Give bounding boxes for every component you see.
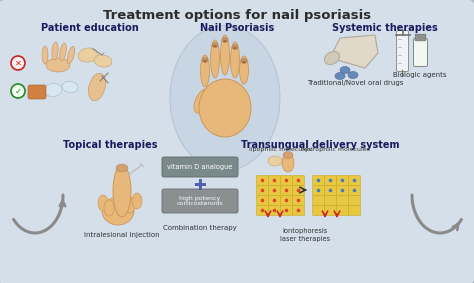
FancyBboxPatch shape: [162, 157, 238, 177]
Text: lipophilic molecules: lipophilic molecules: [249, 147, 311, 153]
Ellipse shape: [78, 48, 98, 62]
Circle shape: [285, 209, 288, 212]
Ellipse shape: [42, 46, 48, 64]
Text: Combination therapy: Combination therapy: [163, 225, 237, 231]
Ellipse shape: [268, 156, 282, 166]
FancyBboxPatch shape: [292, 186, 304, 195]
FancyBboxPatch shape: [337, 196, 348, 205]
Text: hydrophilic molecules: hydrophilic molecules: [301, 147, 369, 153]
FancyBboxPatch shape: [413, 38, 428, 67]
Circle shape: [273, 209, 276, 212]
Text: Biologic agents: Biologic agents: [393, 72, 447, 78]
Ellipse shape: [60, 43, 66, 61]
Ellipse shape: [223, 40, 227, 42]
Ellipse shape: [132, 193, 142, 209]
FancyBboxPatch shape: [292, 196, 304, 205]
FancyBboxPatch shape: [337, 186, 348, 195]
Text: Patient education: Patient education: [41, 23, 139, 33]
Circle shape: [261, 209, 264, 212]
Text: high potency
corticosteroids: high potency corticosteroids: [177, 196, 223, 206]
Ellipse shape: [194, 89, 210, 113]
Ellipse shape: [203, 60, 207, 62]
Circle shape: [297, 209, 301, 212]
Ellipse shape: [241, 59, 247, 63]
Circle shape: [341, 189, 344, 192]
FancyBboxPatch shape: [325, 196, 337, 205]
Polygon shape: [330, 35, 378, 68]
FancyBboxPatch shape: [312, 175, 324, 185]
FancyBboxPatch shape: [292, 206, 304, 215]
Ellipse shape: [125, 197, 135, 213]
FancyBboxPatch shape: [281, 206, 292, 215]
FancyBboxPatch shape: [312, 206, 324, 215]
Ellipse shape: [324, 52, 339, 65]
Ellipse shape: [89, 73, 106, 101]
FancyBboxPatch shape: [162, 189, 238, 213]
Ellipse shape: [210, 40, 219, 78]
FancyBboxPatch shape: [256, 175, 268, 185]
Text: intralesional injection: intralesional injection: [84, 232, 160, 238]
FancyBboxPatch shape: [325, 186, 337, 195]
FancyBboxPatch shape: [281, 186, 292, 195]
FancyBboxPatch shape: [312, 196, 324, 205]
Text: Treatment options for nail psoriasis: Treatment options for nail psoriasis: [103, 8, 371, 22]
Circle shape: [297, 199, 301, 202]
Circle shape: [261, 199, 264, 202]
Ellipse shape: [62, 82, 78, 93]
Ellipse shape: [113, 165, 131, 217]
Ellipse shape: [340, 67, 350, 74]
Circle shape: [273, 199, 276, 202]
FancyBboxPatch shape: [348, 186, 360, 195]
Circle shape: [273, 189, 276, 192]
Circle shape: [317, 179, 320, 182]
FancyBboxPatch shape: [269, 206, 281, 215]
Text: Topical therapies: Topical therapies: [63, 140, 157, 150]
FancyBboxPatch shape: [281, 175, 292, 185]
Circle shape: [297, 189, 301, 192]
Ellipse shape: [233, 47, 237, 49]
Text: Iontophoresis
laser therapies: Iontophoresis laser therapies: [280, 228, 330, 241]
Ellipse shape: [170, 25, 280, 170]
Circle shape: [317, 189, 320, 192]
Ellipse shape: [222, 38, 228, 42]
Circle shape: [353, 189, 356, 192]
Ellipse shape: [230, 42, 239, 78]
Ellipse shape: [242, 61, 246, 63]
Circle shape: [341, 179, 344, 182]
Circle shape: [261, 189, 264, 192]
FancyBboxPatch shape: [348, 175, 360, 185]
Circle shape: [11, 56, 25, 70]
FancyBboxPatch shape: [256, 196, 268, 205]
Ellipse shape: [282, 154, 294, 172]
FancyBboxPatch shape: [415, 34, 426, 41]
Circle shape: [261, 179, 264, 182]
Ellipse shape: [94, 55, 112, 67]
Ellipse shape: [220, 35, 229, 75]
Ellipse shape: [213, 45, 217, 47]
FancyBboxPatch shape: [348, 206, 360, 215]
Text: Traditional/Novel oral drugs: Traditional/Novel oral drugs: [307, 80, 403, 86]
Ellipse shape: [116, 164, 128, 172]
FancyBboxPatch shape: [312, 186, 324, 195]
FancyBboxPatch shape: [281, 196, 292, 205]
Circle shape: [353, 179, 356, 182]
FancyBboxPatch shape: [269, 186, 281, 195]
Ellipse shape: [283, 151, 293, 158]
Text: Systemic therapies: Systemic therapies: [332, 23, 438, 33]
Text: ✕: ✕: [15, 59, 21, 68]
FancyBboxPatch shape: [325, 175, 337, 185]
Ellipse shape: [67, 46, 75, 64]
Ellipse shape: [232, 44, 238, 50]
Ellipse shape: [98, 195, 108, 211]
Text: ✓: ✓: [15, 87, 21, 95]
FancyBboxPatch shape: [348, 196, 360, 205]
Ellipse shape: [202, 57, 208, 63]
Ellipse shape: [44, 83, 62, 97]
Circle shape: [11, 84, 25, 98]
Ellipse shape: [335, 72, 345, 80]
FancyBboxPatch shape: [256, 186, 268, 195]
FancyBboxPatch shape: [269, 175, 281, 185]
Text: ✚: ✚: [193, 179, 206, 194]
FancyBboxPatch shape: [337, 175, 348, 185]
